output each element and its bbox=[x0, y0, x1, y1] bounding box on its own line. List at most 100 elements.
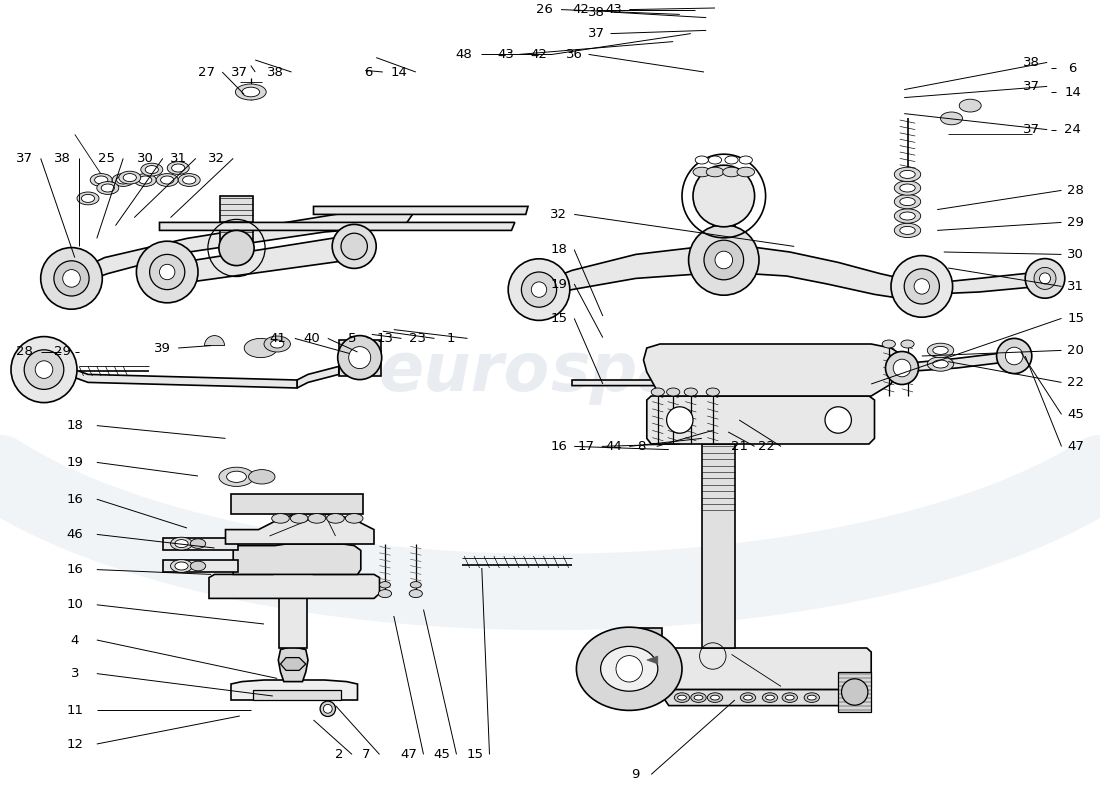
Text: 10: 10 bbox=[66, 598, 84, 611]
Text: 44: 44 bbox=[605, 440, 623, 453]
Circle shape bbox=[825, 406, 851, 434]
Text: 38: 38 bbox=[266, 66, 284, 78]
Polygon shape bbox=[644, 344, 900, 396]
Circle shape bbox=[150, 254, 185, 290]
Text: 7: 7 bbox=[362, 748, 371, 761]
Ellipse shape bbox=[651, 388, 664, 396]
Text: 24: 24 bbox=[1064, 123, 1081, 136]
Text: 32: 32 bbox=[208, 152, 226, 165]
Ellipse shape bbox=[744, 695, 752, 700]
Text: 42: 42 bbox=[572, 3, 590, 16]
Text: 19: 19 bbox=[66, 456, 84, 469]
Ellipse shape bbox=[190, 539, 206, 549]
Text: 37: 37 bbox=[587, 27, 605, 40]
Ellipse shape bbox=[161, 176, 174, 184]
Ellipse shape bbox=[97, 182, 119, 194]
Text: 31: 31 bbox=[169, 152, 187, 165]
Ellipse shape bbox=[170, 538, 192, 550]
Bar bbox=[163, 560, 238, 572]
Polygon shape bbox=[663, 690, 852, 706]
Text: 43: 43 bbox=[497, 48, 515, 61]
Ellipse shape bbox=[678, 695, 686, 700]
Text: 37: 37 bbox=[231, 66, 249, 78]
Ellipse shape bbox=[667, 388, 680, 396]
Wedge shape bbox=[205, 336, 224, 346]
Text: 43: 43 bbox=[605, 3, 623, 16]
Ellipse shape bbox=[900, 184, 915, 192]
Polygon shape bbox=[165, 236, 358, 284]
Polygon shape bbox=[209, 568, 380, 598]
Ellipse shape bbox=[219, 467, 254, 486]
Circle shape bbox=[891, 256, 953, 317]
Text: 9: 9 bbox=[631, 768, 640, 781]
Ellipse shape bbox=[782, 693, 797, 702]
Ellipse shape bbox=[706, 388, 719, 396]
Text: 37: 37 bbox=[1023, 80, 1041, 93]
Ellipse shape bbox=[694, 695, 703, 700]
Ellipse shape bbox=[242, 87, 260, 97]
Text: 14: 14 bbox=[1064, 86, 1081, 98]
Text: 30: 30 bbox=[1067, 248, 1085, 261]
Text: 22: 22 bbox=[758, 440, 776, 453]
Polygon shape bbox=[572, 380, 867, 386]
Ellipse shape bbox=[90, 174, 112, 186]
Ellipse shape bbox=[762, 693, 778, 702]
Circle shape bbox=[11, 337, 77, 402]
Text: 1: 1 bbox=[447, 332, 455, 345]
Circle shape bbox=[63, 270, 80, 287]
Polygon shape bbox=[278, 646, 308, 682]
Polygon shape bbox=[647, 656, 658, 664]
Circle shape bbox=[904, 269, 939, 304]
Text: 47: 47 bbox=[400, 748, 418, 761]
Text: spares: spares bbox=[550, 339, 800, 405]
Text: 38: 38 bbox=[54, 152, 72, 165]
Circle shape bbox=[160, 264, 175, 280]
Ellipse shape bbox=[900, 198, 915, 206]
Text: 28: 28 bbox=[1067, 184, 1085, 197]
Text: 46: 46 bbox=[66, 528, 84, 541]
Text: 8: 8 bbox=[637, 440, 646, 453]
Text: 14: 14 bbox=[390, 66, 408, 78]
Ellipse shape bbox=[725, 156, 738, 164]
Polygon shape bbox=[75, 370, 297, 388]
Ellipse shape bbox=[695, 156, 708, 164]
Text: 40: 40 bbox=[302, 332, 320, 345]
Ellipse shape bbox=[933, 360, 948, 368]
Text: 45: 45 bbox=[433, 748, 451, 761]
Ellipse shape bbox=[684, 388, 697, 396]
Polygon shape bbox=[537, 246, 922, 300]
Ellipse shape bbox=[900, 212, 915, 220]
Text: 37: 37 bbox=[1023, 123, 1041, 136]
Polygon shape bbox=[280, 658, 306, 670]
Circle shape bbox=[1034, 267, 1056, 290]
Ellipse shape bbox=[706, 167, 724, 177]
Text: 36: 36 bbox=[565, 48, 583, 61]
Circle shape bbox=[332, 225, 376, 269]
Polygon shape bbox=[233, 544, 361, 574]
Ellipse shape bbox=[959, 99, 981, 112]
Ellipse shape bbox=[766, 695, 774, 700]
Ellipse shape bbox=[178, 174, 200, 186]
Polygon shape bbox=[231, 680, 358, 700]
Ellipse shape bbox=[345, 514, 363, 523]
Ellipse shape bbox=[707, 693, 723, 702]
Text: 13: 13 bbox=[376, 332, 394, 345]
Circle shape bbox=[219, 230, 254, 266]
Text: 4: 4 bbox=[70, 634, 79, 646]
Polygon shape bbox=[647, 396, 874, 444]
Ellipse shape bbox=[739, 156, 752, 164]
Text: 16: 16 bbox=[66, 563, 84, 576]
Circle shape bbox=[35, 361, 53, 378]
Text: 42: 42 bbox=[530, 48, 548, 61]
Text: 2: 2 bbox=[334, 748, 343, 761]
Ellipse shape bbox=[272, 514, 289, 523]
Ellipse shape bbox=[894, 209, 921, 223]
Text: 31: 31 bbox=[1067, 280, 1085, 293]
Circle shape bbox=[689, 225, 759, 295]
Polygon shape bbox=[314, 206, 528, 214]
Circle shape bbox=[1005, 347, 1023, 365]
Ellipse shape bbox=[927, 343, 954, 358]
Ellipse shape bbox=[81, 194, 95, 202]
Circle shape bbox=[341, 234, 367, 260]
Ellipse shape bbox=[235, 84, 266, 100]
